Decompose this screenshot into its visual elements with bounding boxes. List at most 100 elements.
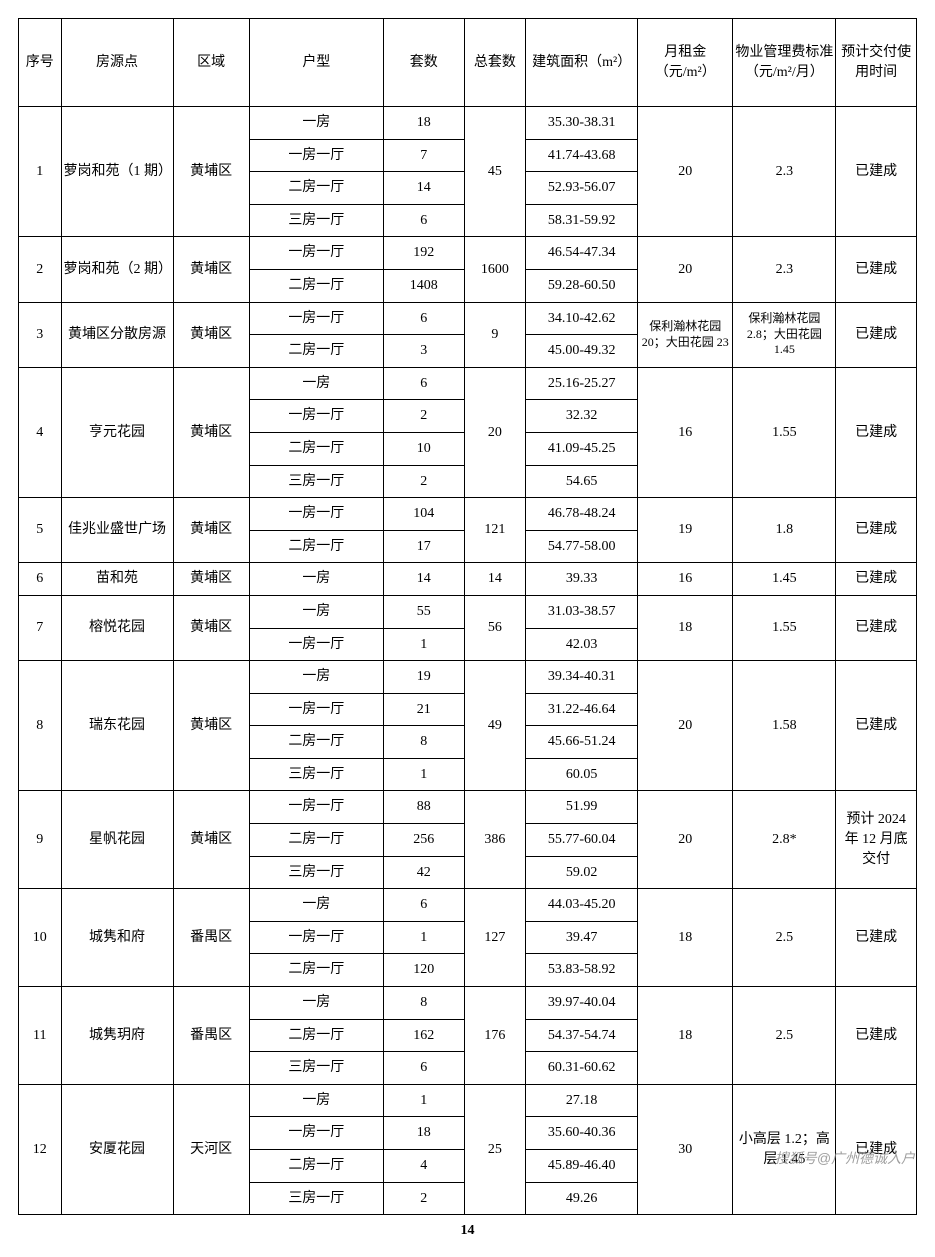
table-row: 8瑞东花园黄埔区一房194939.34-40.31201.58已建成 [19,661,917,694]
cell-area: 39.97-40.04 [526,987,638,1020]
cell-count: 2 [384,465,465,498]
cell-rent: 20 [638,237,733,302]
cell-area: 39.33 [526,563,638,596]
cell-count: 192 [384,237,465,270]
cell-count: 8 [384,726,465,759]
cell-fee: 1.8 [733,498,836,563]
cell-type: 一房一厅 [249,139,383,172]
cell-area: 45.89-46.40 [526,1150,638,1183]
cell-count: 14 [384,172,465,205]
cell-type: 二房一厅 [249,335,383,368]
cell-area: 31.22-46.64 [526,693,638,726]
cell-district: 黄埔区 [173,237,249,302]
cell-delivery: 已建成 [836,889,917,987]
header-source: 房源点 [61,19,173,107]
cell-type: 二房一厅 [249,824,383,857]
cell-count: 8 [384,987,465,1020]
cell-delivery: 已建成 [836,563,917,596]
cell-area: 53.83-58.92 [526,954,638,987]
cell-count: 1 [384,758,465,791]
cell-source: 城隽玥府 [61,987,173,1085]
cell-total: 127 [464,889,526,987]
cell-type: 二房一厅 [249,726,383,759]
cell-fee: 2.8* [733,791,836,889]
cell-total: 14 [464,563,526,596]
cell-count: 256 [384,824,465,857]
cell-rent: 30 [638,1084,733,1214]
cell-area: 35.60-40.36 [526,1117,638,1150]
cell-fee: 2.3 [733,237,836,302]
cell-type: 二房一厅 [249,432,383,465]
table-row: 10城隽和府番禺区一房612744.03-45.20182.5已建成 [19,889,917,922]
cell-count: 17 [384,530,465,563]
cell-area: 52.93-56.07 [526,172,638,205]
cell-count: 162 [384,1019,465,1052]
cell-seq: 2 [19,237,62,302]
cell-count: 6 [384,367,465,400]
cell-type: 一房 [249,367,383,400]
cell-rent: 保利瀚林花园 20；大田花园 23 [638,302,733,367]
cell-type: 一房一厅 [249,1117,383,1150]
cell-count: 19 [384,661,465,694]
cell-fee: 2.5 [733,987,836,1085]
cell-seq: 4 [19,367,62,497]
cell-fee: 1.45 [733,563,836,596]
cell-source: 亨元花园 [61,367,173,497]
cell-rent: 20 [638,107,733,237]
cell-type: 一房 [249,889,383,922]
cell-count: 10 [384,432,465,465]
cell-count: 6 [384,889,465,922]
cell-district: 番禺区 [173,889,249,987]
cell-area: 45.00-49.32 [526,335,638,368]
cell-area: 34.10-42.62 [526,302,638,335]
cell-type: 二房一厅 [249,954,383,987]
cell-delivery: 已建成 [836,237,917,302]
cell-area: 39.34-40.31 [526,661,638,694]
cell-count: 4 [384,1150,465,1183]
cell-rent: 16 [638,563,733,596]
cell-total: 1600 [464,237,526,302]
cell-seq: 3 [19,302,62,367]
table-row: 4亨元花园黄埔区一房62025.16-25.27161.55已建成 [19,367,917,400]
cell-type: 三房一厅 [249,1182,383,1215]
cell-area: 51.99 [526,791,638,824]
cell-delivery: 已建成 [836,367,917,497]
cell-type: 三房一厅 [249,465,383,498]
cell-area: 54.37-54.74 [526,1019,638,1052]
cell-delivery: 已建成 [836,661,917,791]
cell-count: 1 [384,1084,465,1117]
cell-source: 黄埔区分散房源 [61,302,173,367]
cell-count: 2 [384,400,465,433]
cell-rent: 18 [638,889,733,987]
cell-fee: 保利瀚林花园 2.8；大田花园 1.45 [733,302,836,367]
housing-table: 序号 房源点 区域 户型 套数 总套数 建筑面积（m²） 月租金（元/m²） 物… [18,18,917,1215]
cell-seq: 7 [19,595,62,660]
cell-district: 黄埔区 [173,107,249,237]
cell-delivery: 已建成 [836,498,917,563]
cell-seq: 9 [19,791,62,889]
cell-delivery: 预计 2024 年 12 月底交付 [836,791,917,889]
cell-area: 46.78-48.24 [526,498,638,531]
cell-area: 55.77-60.04 [526,824,638,857]
cell-type: 三房一厅 [249,1052,383,1085]
cell-source: 星帆花园 [61,791,173,889]
cell-area: 25.16-25.27 [526,367,638,400]
table-row: 12安厦花园天河区一房12527.1830小高层 1.2；高层 1.45已建成 [19,1084,917,1117]
cell-count: 18 [384,107,465,140]
cell-rent: 20 [638,791,733,889]
cell-seq: 12 [19,1084,62,1214]
cell-rent: 16 [638,367,733,497]
cell-count: 120 [384,954,465,987]
cell-source: 萝岗和苑（1 期） [61,107,173,237]
cell-type: 一房一厅 [249,791,383,824]
cell-count: 42 [384,856,465,889]
cell-fee: 1.58 [733,661,836,791]
cell-type: 二房一厅 [249,172,383,205]
cell-count: 104 [384,498,465,531]
cell-type: 一房一厅 [249,498,383,531]
table-row: 11城隽玥府番禺区一房817639.97-40.04182.5已建成 [19,987,917,1020]
cell-source: 安厦花园 [61,1084,173,1214]
table-row: 7榕悦花园黄埔区一房555631.03-38.57181.55已建成 [19,595,917,628]
cell-count: 21 [384,693,465,726]
table-row: 2萝岗和苑（2 期）黄埔区一房一厅192160046.54-47.34202.3… [19,237,917,270]
